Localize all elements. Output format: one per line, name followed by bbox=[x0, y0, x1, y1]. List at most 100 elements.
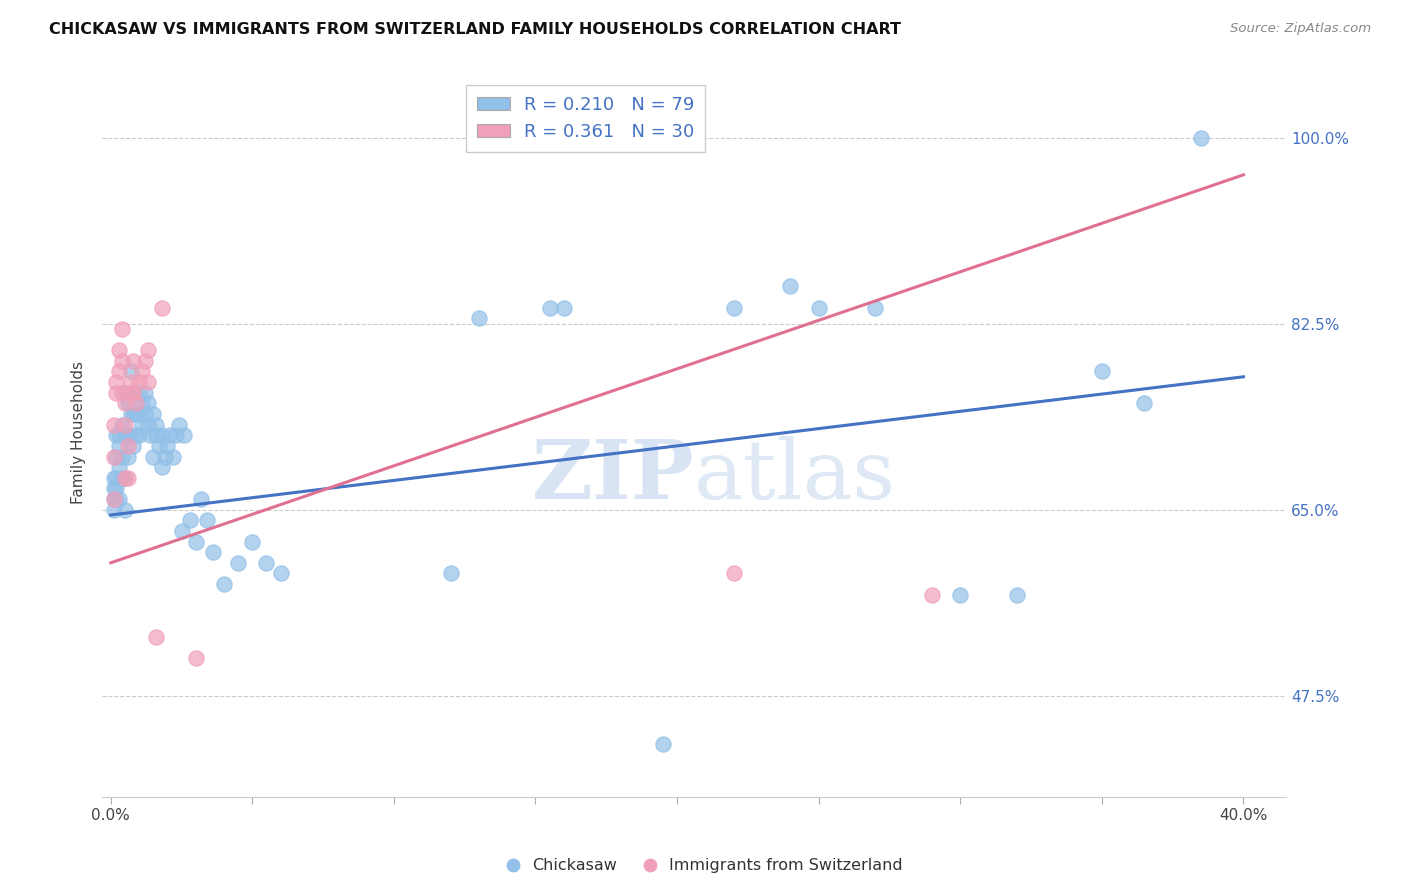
Point bbox=[111, 322, 134, 336]
Point bbox=[117, 439, 139, 453]
Point bbox=[256, 556, 278, 570]
Point bbox=[439, 566, 461, 581]
Legend: Chickasaw, Immigrants from Switzerland: Chickasaw, Immigrants from Switzerland bbox=[496, 852, 910, 880]
Point bbox=[122, 354, 145, 368]
Y-axis label: Family Households: Family Households bbox=[72, 361, 86, 504]
Point bbox=[114, 502, 136, 516]
Point bbox=[120, 385, 142, 400]
Point bbox=[105, 375, 128, 389]
Point bbox=[190, 491, 212, 506]
Point bbox=[108, 460, 131, 475]
Point bbox=[122, 385, 145, 400]
Point bbox=[103, 491, 125, 506]
Point bbox=[117, 396, 139, 410]
Point bbox=[131, 396, 153, 410]
Point bbox=[108, 428, 131, 442]
Point bbox=[1005, 588, 1028, 602]
Point bbox=[108, 491, 131, 506]
Point bbox=[114, 396, 136, 410]
Point bbox=[125, 396, 148, 410]
Point bbox=[120, 375, 142, 389]
Point bbox=[538, 301, 561, 315]
Point bbox=[134, 385, 156, 400]
Point bbox=[240, 534, 263, 549]
Point bbox=[131, 417, 153, 432]
Point bbox=[122, 407, 145, 421]
Point bbox=[162, 450, 184, 464]
Point bbox=[212, 577, 235, 591]
Point bbox=[122, 439, 145, 453]
Point bbox=[114, 385, 136, 400]
Point bbox=[108, 364, 131, 378]
Point bbox=[156, 439, 179, 453]
Point bbox=[723, 566, 745, 581]
Point bbox=[226, 556, 249, 570]
Point bbox=[148, 439, 170, 453]
Point bbox=[114, 471, 136, 485]
Point bbox=[270, 566, 292, 581]
Point bbox=[949, 588, 972, 602]
Point bbox=[103, 417, 125, 432]
Point bbox=[145, 428, 167, 442]
Point bbox=[150, 428, 173, 442]
Point bbox=[103, 502, 125, 516]
Point bbox=[165, 428, 187, 442]
Point bbox=[128, 375, 150, 389]
Point bbox=[921, 588, 943, 602]
Point bbox=[114, 471, 136, 485]
Point bbox=[114, 428, 136, 442]
Point bbox=[150, 301, 173, 315]
Point bbox=[136, 375, 159, 389]
Point bbox=[114, 417, 136, 432]
Point bbox=[117, 471, 139, 485]
Point bbox=[105, 385, 128, 400]
Point bbox=[125, 407, 148, 421]
Point bbox=[139, 428, 162, 442]
Point bbox=[111, 471, 134, 485]
Point bbox=[807, 301, 830, 315]
Text: atlas: atlas bbox=[695, 436, 896, 516]
Point bbox=[128, 428, 150, 442]
Point bbox=[1091, 364, 1114, 378]
Point bbox=[103, 491, 125, 506]
Point bbox=[142, 407, 165, 421]
Point bbox=[652, 737, 675, 751]
Point bbox=[134, 354, 156, 368]
Point bbox=[131, 364, 153, 378]
Text: Source: ZipAtlas.com: Source: ZipAtlas.com bbox=[1230, 22, 1371, 36]
Text: CHICKASAW VS IMMIGRANTS FROM SWITZERLAND FAMILY HOUSEHOLDS CORRELATION CHART: CHICKASAW VS IMMIGRANTS FROM SWITZERLAND… bbox=[49, 22, 901, 37]
Point bbox=[105, 450, 128, 464]
Point bbox=[111, 450, 134, 464]
Point bbox=[134, 407, 156, 421]
Point bbox=[865, 301, 887, 315]
Point bbox=[173, 428, 195, 442]
Point bbox=[195, 513, 218, 527]
Point bbox=[103, 450, 125, 464]
Point bbox=[167, 417, 190, 432]
Point bbox=[120, 364, 142, 378]
Legend: R = 0.210   N = 79, R = 0.361   N = 30: R = 0.210 N = 79, R = 0.361 N = 30 bbox=[467, 85, 706, 152]
Point bbox=[184, 651, 207, 665]
Point bbox=[179, 513, 201, 527]
Point bbox=[136, 417, 159, 432]
Point bbox=[201, 545, 224, 559]
Point bbox=[145, 630, 167, 644]
Point bbox=[1189, 130, 1212, 145]
Point bbox=[105, 471, 128, 485]
Point bbox=[108, 343, 131, 358]
Point bbox=[105, 482, 128, 496]
Point bbox=[128, 407, 150, 421]
Point bbox=[111, 354, 134, 368]
Point bbox=[1133, 396, 1156, 410]
Point bbox=[145, 417, 167, 432]
Point bbox=[136, 396, 159, 410]
Point bbox=[111, 417, 134, 432]
Text: ZIP: ZIP bbox=[531, 436, 695, 516]
Point bbox=[120, 428, 142, 442]
Point bbox=[553, 301, 575, 315]
Point bbox=[105, 491, 128, 506]
Point bbox=[136, 343, 159, 358]
Point bbox=[779, 279, 801, 293]
Point bbox=[150, 460, 173, 475]
Point bbox=[125, 428, 148, 442]
